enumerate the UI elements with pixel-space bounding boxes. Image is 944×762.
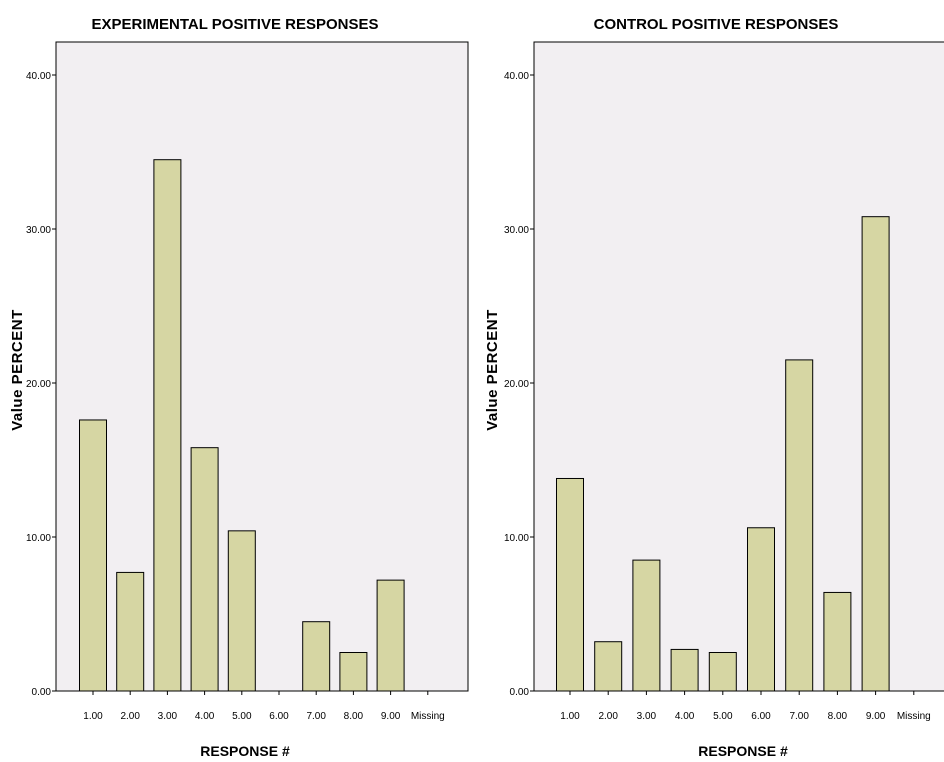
x-tick-label: 9.00 bbox=[866, 711, 886, 722]
bar bbox=[594, 641, 623, 692]
bar bbox=[823, 591, 852, 692]
bar bbox=[785, 359, 814, 692]
bar bbox=[339, 652, 368, 692]
bar bbox=[79, 419, 107, 692]
x-tick-label: 7.00 bbox=[789, 711, 809, 722]
control-chart: CONTROL POSITIVE RESPONSES 0.00 10.00 20.00… bbox=[484, 16, 944, 759]
y-tick-label: 0.00 bbox=[510, 687, 530, 698]
bar bbox=[632, 559, 661, 692]
y-tick-label: 0.00 bbox=[32, 687, 52, 698]
y-tick-label: 10.00 bbox=[26, 533, 51, 544]
x-tick-label: Missing bbox=[897, 711, 931, 722]
bar bbox=[747, 527, 775, 692]
x-tick-label: 6.00 bbox=[269, 711, 289, 722]
x-tick-label: 5.00 bbox=[713, 711, 733, 722]
bar bbox=[190, 447, 219, 692]
chart-title: EXPERIMENTAL POSITIVE RESPONSES bbox=[91, 16, 378, 33]
experimental-chart: EXPERIMENTAL POSITIVE RESPONSES 0.00 10.00… bbox=[9, 16, 469, 759]
bar bbox=[302, 621, 331, 692]
x-tick-label: 5.00 bbox=[232, 711, 252, 722]
x-tick-label: 6.00 bbox=[751, 711, 771, 722]
bar bbox=[116, 571, 145, 692]
bar bbox=[153, 159, 182, 692]
x-tick-label: 2.00 bbox=[120, 711, 140, 722]
x-tick-label: 3.00 bbox=[637, 711, 657, 722]
bar bbox=[227, 530, 256, 692]
x-axis-title: RESPONSE # bbox=[200, 743, 290, 759]
x-tick-label: 1.00 bbox=[83, 711, 103, 722]
x-tick-label: 8.00 bbox=[828, 711, 848, 722]
y-axis-title: Value PERCENT bbox=[9, 309, 26, 431]
x-tick-label: 4.00 bbox=[675, 711, 695, 722]
x-tick-label: 9.00 bbox=[381, 711, 401, 722]
x-tick-label: 8.00 bbox=[344, 711, 364, 722]
y-tick-label: 30.00 bbox=[504, 225, 529, 236]
bar bbox=[670, 648, 699, 692]
x-tick-label: 4.00 bbox=[195, 711, 215, 722]
y-axis-title: Value PERCENT bbox=[484, 309, 501, 431]
x-tick-label: 2.00 bbox=[598, 711, 618, 722]
chart-title: CONTROL POSITIVE RESPONSES bbox=[594, 16, 839, 33]
y-tick-label: 20.00 bbox=[26, 379, 51, 390]
y-tick-label: 40.00 bbox=[26, 71, 51, 82]
y-tick-label: 30.00 bbox=[26, 225, 51, 236]
x-tick-label: 7.00 bbox=[306, 711, 326, 722]
y-tick-label: 20.00 bbox=[504, 379, 529, 390]
bar bbox=[376, 579, 405, 692]
y-tick-label: 40.00 bbox=[504, 71, 529, 82]
y-tick-label: 10.00 bbox=[504, 533, 529, 544]
bar bbox=[861, 216, 890, 692]
bar bbox=[556, 477, 584, 692]
x-tick-label: 1.00 bbox=[560, 711, 580, 722]
x-tick-label: Missing bbox=[411, 711, 445, 722]
x-tick-label: 3.00 bbox=[158, 711, 178, 722]
x-axis-title: RESPONSE # bbox=[698, 743, 788, 759]
bar bbox=[708, 652, 737, 692]
